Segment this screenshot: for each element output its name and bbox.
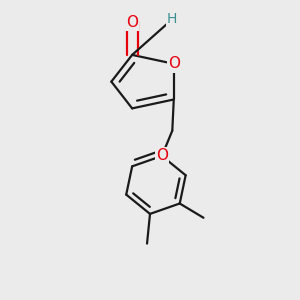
Text: O: O — [126, 15, 138, 30]
Text: O: O — [168, 56, 180, 71]
Text: O: O — [156, 148, 168, 164]
Text: H: H — [167, 12, 178, 26]
